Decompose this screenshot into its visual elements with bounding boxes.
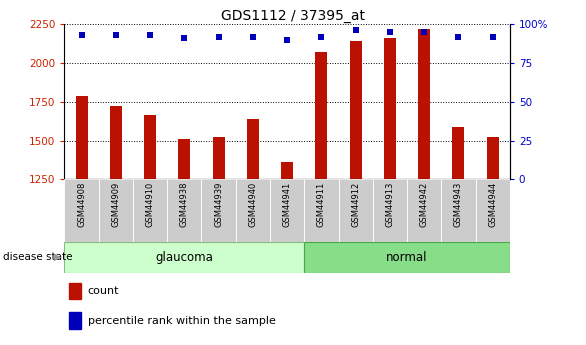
Text: ▶: ▶ bbox=[54, 252, 62, 262]
Text: GSM44938: GSM44938 bbox=[180, 182, 189, 227]
Bar bbox=[144, 115, 156, 179]
Text: GSM44942: GSM44942 bbox=[420, 182, 429, 227]
Bar bbox=[213, 138, 224, 179]
Bar bbox=[487, 138, 499, 179]
Text: GSM44910: GSM44910 bbox=[145, 182, 155, 227]
Point bbox=[454, 34, 463, 39]
Point bbox=[248, 34, 258, 39]
Bar bbox=[418, 29, 430, 179]
Text: GSM44909: GSM44909 bbox=[111, 182, 120, 227]
Point bbox=[180, 36, 189, 41]
Text: GSM44941: GSM44941 bbox=[282, 182, 292, 227]
Text: GDS1112 / 37395_at: GDS1112 / 37395_at bbox=[221, 9, 365, 23]
Bar bbox=[178, 139, 190, 179]
Bar bbox=[304, 179, 339, 242]
Bar bbox=[281, 162, 293, 179]
Point bbox=[145, 32, 155, 38]
Text: GSM44908: GSM44908 bbox=[77, 182, 86, 227]
Text: GSM44944: GSM44944 bbox=[488, 182, 497, 227]
Text: GSM44943: GSM44943 bbox=[454, 182, 463, 227]
Text: GSM44939: GSM44939 bbox=[214, 182, 223, 227]
Point bbox=[420, 29, 429, 34]
Text: percentile rank within the sample: percentile rank within the sample bbox=[88, 316, 275, 326]
Text: GSM44912: GSM44912 bbox=[351, 182, 360, 227]
Text: count: count bbox=[88, 286, 119, 296]
Point bbox=[316, 34, 326, 39]
Bar bbox=[64, 241, 304, 273]
Bar bbox=[76, 96, 87, 179]
Bar bbox=[452, 127, 465, 179]
Text: glaucoma: glaucoma bbox=[155, 250, 213, 264]
Bar bbox=[476, 179, 510, 242]
Point bbox=[282, 37, 292, 42]
Point bbox=[214, 34, 223, 39]
Bar bbox=[133, 179, 167, 242]
Text: GSM44911: GSM44911 bbox=[317, 182, 326, 227]
Bar bbox=[69, 312, 81, 329]
Point bbox=[351, 28, 360, 33]
Bar bbox=[373, 179, 407, 242]
Bar bbox=[202, 179, 236, 242]
Text: disease state: disease state bbox=[3, 252, 73, 262]
Bar bbox=[441, 179, 476, 242]
Bar bbox=[69, 283, 81, 299]
Bar bbox=[407, 179, 441, 242]
Bar bbox=[167, 179, 202, 242]
Text: GSM44940: GSM44940 bbox=[248, 182, 257, 227]
Bar bbox=[350, 41, 362, 179]
Text: normal: normal bbox=[386, 250, 428, 264]
Point bbox=[77, 32, 86, 38]
Point bbox=[111, 32, 121, 38]
Bar bbox=[339, 179, 373, 242]
Bar bbox=[98, 179, 133, 242]
Bar bbox=[110, 106, 122, 179]
Point bbox=[488, 34, 498, 39]
Bar bbox=[384, 38, 396, 179]
Bar bbox=[64, 179, 98, 242]
Text: GSM44913: GSM44913 bbox=[386, 182, 394, 227]
Bar bbox=[247, 119, 259, 179]
Bar bbox=[315, 52, 328, 179]
Bar bbox=[236, 179, 270, 242]
Bar bbox=[304, 241, 510, 273]
Point bbox=[385, 29, 394, 34]
Bar bbox=[270, 179, 304, 242]
